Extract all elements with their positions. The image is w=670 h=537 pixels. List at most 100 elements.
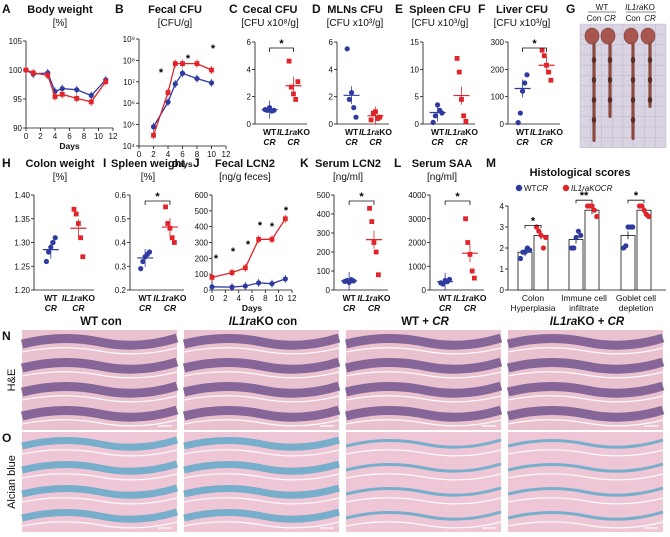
x-tick-label: CR (164, 303, 177, 313)
y-tick-label: 10 (410, 65, 419, 74)
x-tick-label: CR (263, 137, 276, 147)
data-point (578, 232, 584, 238)
data-point (165, 221, 171, 226)
data-point (541, 53, 547, 59)
data-point (150, 124, 157, 130)
crypt-layer (182, 381, 341, 398)
data-point (295, 79, 301, 85)
data-point (469, 268, 475, 274)
text-span: IL1ra (625, 3, 644, 12)
text-span: IL1raKO (571, 184, 601, 193)
data-point (50, 239, 56, 246)
significance-star: * (634, 190, 639, 202)
panel-unit: [ng/ml] (427, 172, 457, 183)
significance-star: * (279, 38, 284, 50)
legend-label-ko: IL1raKOCR (571, 184, 613, 193)
data-point (639, 203, 645, 209)
crypt-layer (20, 357, 179, 374)
text-span: KO (550, 127, 563, 137)
text-span: KO (82, 293, 95, 303)
column-header: Con (587, 14, 602, 23)
lumen-line (183, 473, 340, 481)
text-span: IL1ra (357, 293, 378, 303)
panel-label: M (486, 156, 496, 170)
data-point (172, 61, 178, 67)
x-tick-label: WT (343, 293, 357, 303)
x-axis-label: Days (172, 159, 193, 169)
lumen-line (507, 473, 664, 481)
data-point (59, 91, 65, 97)
x-tick-label: 2 (38, 132, 43, 141)
x-tick-label: 2 (151, 150, 156, 159)
data-point (377, 114, 383, 120)
x-tick-label: WT (139, 293, 153, 303)
data-point (353, 114, 359, 120)
data-point (171, 240, 177, 245)
lumen-line (183, 371, 340, 379)
crypt-layer (183, 508, 341, 523)
data-point (367, 205, 372, 211)
x-axis-label: Days (59, 141, 80, 151)
cecum (584, 27, 600, 45)
crypt-layer (345, 486, 502, 497)
x-tick-label: IL1raKO (453, 293, 486, 303)
significance-star: * (270, 221, 275, 233)
crypt-layer (345, 462, 502, 473)
y-tick-label: 4 (500, 202, 505, 211)
data-point (286, 58, 292, 64)
cecum (640, 27, 656, 45)
data-point (369, 219, 375, 224)
y-tick-label: 0 (415, 120, 420, 129)
text-span: WT + (401, 316, 432, 328)
text-span: CR (536, 184, 548, 193)
significance-star: * (246, 239, 251, 251)
data-point (524, 72, 530, 78)
data-point (351, 105, 357, 111)
text-span: WT con (80, 316, 122, 328)
fecal-pellet (591, 76, 597, 84)
y-tick-label: 200 (491, 65, 505, 74)
crypt-layer (507, 438, 664, 449)
data-point (52, 94, 58, 100)
text-span: WT (524, 184, 537, 193)
lumen-line (345, 371, 502, 379)
x-tick-label: Immune cell (561, 293, 607, 303)
lumen-line (183, 395, 340, 403)
crypt-layer (506, 381, 665, 398)
crypt-layer (344, 381, 503, 398)
x-tick-label: 8 (195, 150, 200, 159)
panel-unit: [%] (141, 172, 156, 183)
lumen-line (507, 395, 664, 403)
panel-title: Serum LCN2 (315, 158, 381, 170)
panel-label: E (395, 2, 403, 16)
data-point (571, 245, 577, 251)
data-point (548, 77, 554, 83)
crypt-layer (20, 333, 179, 350)
significance-star: * (531, 215, 536, 227)
text-span: IL1ra (359, 127, 380, 137)
panel-l: L Serum SAA[ng/ml]01000200030004000WTCRIL… (394, 156, 487, 313)
text-span: KO (643, 3, 655, 12)
data-point (209, 274, 215, 280)
cecum (623, 27, 639, 45)
panel-title: Fecal CFU (148, 4, 202, 16)
data-point (288, 84, 294, 90)
fecal-pellet (630, 76, 636, 84)
x-tick-label: 10 (207, 150, 216, 159)
stain-label: Alcian blue (6, 455, 18, 509)
x-tick-label: WT (345, 127, 359, 137)
crypt-layer (182, 333, 341, 350)
significance-star: * (258, 220, 263, 232)
data-point (432, 113, 438, 119)
data-point (373, 249, 379, 255)
panel-unit: [ng/ml] (333, 172, 363, 183)
data-point (165, 90, 171, 95)
significance-star: * (186, 53, 191, 65)
crypt-layer (21, 436, 179, 451)
panel-label: H (2, 156, 11, 170)
lumen-line (21, 449, 178, 457)
panel-a: A Body weight [%] 90 95 100 105 0 2 4 6 8 10 12 Days (2, 2, 118, 151)
data-point (454, 56, 460, 61)
y-tick-label: 0 (204, 286, 209, 295)
